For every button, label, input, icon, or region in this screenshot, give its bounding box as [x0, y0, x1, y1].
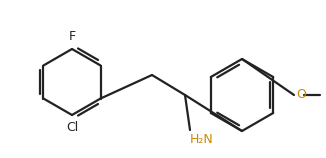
Text: O: O [296, 88, 306, 101]
Text: Cl: Cl [66, 121, 78, 134]
Text: H₂N: H₂N [190, 133, 214, 146]
Text: F: F [68, 30, 76, 43]
